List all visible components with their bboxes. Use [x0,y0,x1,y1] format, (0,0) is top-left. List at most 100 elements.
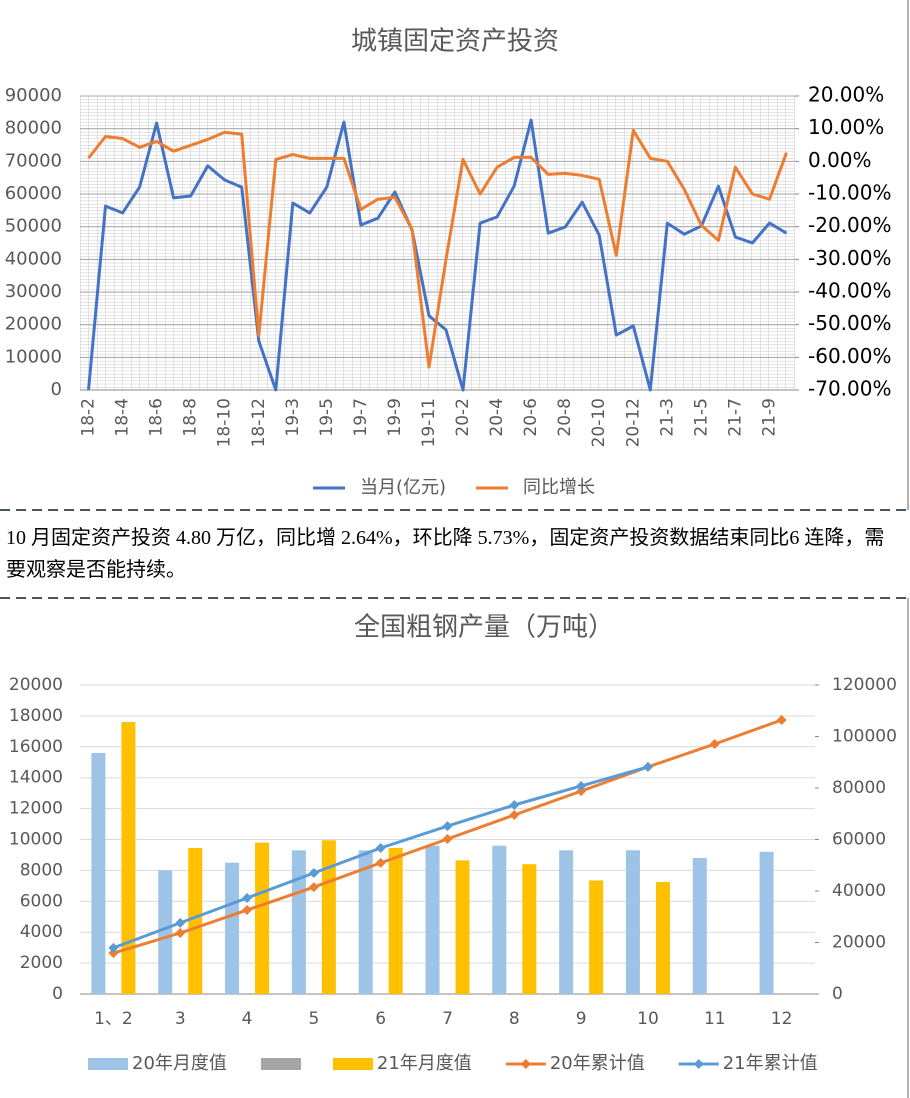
legend-marker [520,1059,531,1069]
bar [759,851,774,994]
x-tick-label: 19-5 [317,398,337,437]
bar [655,881,670,994]
y2-tick-label: -50.00% [808,311,891,335]
y-tick-label: 60000 [5,183,62,204]
paragraph: 10 月固定资产投资 4.80 万亿，同比增 2.64%，环比降 5.73%，固… [6,527,885,581]
bar [492,845,507,994]
marker [242,892,253,903]
legend-swatch [332,1058,373,1070]
marker [175,927,186,938]
marker [576,780,587,791]
legend-marker [693,1059,704,1069]
y2-tick-label: -70.00% [808,377,891,401]
y2-tick-label: 0 [832,984,843,1004]
y-tick-label: 6000 [20,891,63,911]
x-tick-label: 20-8 [555,398,575,437]
y2-tick-label: 120000 [832,675,897,695]
x-tick-label: 18-8 [181,398,201,437]
x-tick-label: 20-10 [589,398,609,447]
y2-tick-label: 40000 [832,881,886,901]
bar [388,847,403,994]
marker [576,786,587,797]
y-tick-label: 90000 [5,85,62,106]
x-tick-label: 11 [704,1009,726,1029]
bar [121,722,136,994]
legend-label: 同比增长 [523,477,595,498]
x-tick-label: 6 [375,1009,386,1029]
bar [291,850,306,994]
y-tick-label: 14000 [9,768,63,788]
legend-label: 21年累计值 [723,1053,818,1074]
marker [308,882,319,893]
legend-swatch [88,1058,128,1070]
x-tick-label: 18-6 [147,398,167,437]
line [87,118,788,392]
y-tick-label: 10000 [9,830,63,850]
x-tick-label: 18-4 [113,398,133,437]
x-tick-label: 21-7 [725,398,745,437]
bar [625,850,640,994]
marker [108,948,119,959]
y2-tick-label: 20.00% [808,83,884,107]
marker [509,810,520,821]
y2-tick-label: 0.00% [808,148,872,172]
line [87,128,788,369]
y2-tick-label: -20.00% [808,213,891,237]
marker [242,905,253,916]
marker [776,715,787,726]
y2-tick-label: -30.00% [808,246,891,270]
x-tick-label: 18-10 [215,398,235,447]
bar [225,862,240,994]
x-tick-label: 18-2 [79,398,99,437]
y-tick-label: 70000 [5,150,62,171]
x-tick-label: 21-3 [657,398,677,437]
x-tick-label: 18-12 [249,398,269,447]
x-tick-label: 9 [576,1009,587,1029]
x-tick-label: 19-3 [283,398,303,437]
x-tick-label: 19-7 [351,398,371,437]
marker [375,857,386,868]
legend-label: 20年月度值 [132,1053,227,1074]
legend-label: 20年累计值 [550,1053,645,1074]
x-tick-label: 21-5 [691,398,711,437]
x-tick-label: 5 [308,1009,319,1029]
legend-swatch [260,1058,301,1070]
bar [158,870,173,994]
chart-title: 全国粗钢产量（万吨） [354,613,614,643]
bar [91,752,106,994]
marker [442,833,453,844]
x-tick-label: 20-6 [521,398,541,437]
marker [108,942,119,953]
x-tick-label: 19-9 [385,398,405,437]
marker [642,761,653,772]
x-tick-label: 1、2 [94,1009,133,1029]
x-tick-label: 12 [771,1009,793,1029]
y-tick-label: 40000 [5,248,62,269]
marker [375,842,386,853]
marker [709,738,720,749]
y-tick-label: 30000 [5,281,62,302]
legend-label: 21年月度值 [377,1053,472,1074]
x-tick-label: 3 [175,1009,186,1029]
y-tick-label: 80000 [5,118,62,139]
bar [425,845,440,994]
bar [188,847,203,994]
y2-tick-label: 60000 [832,830,886,850]
y2-tick-label: 100000 [832,727,897,747]
y2-tick-label: 20000 [832,933,886,953]
x-tick-label: 10 [637,1009,659,1029]
legend-label: 当月(亿元) [360,477,446,498]
marker [442,821,453,832]
y-tick-label: 4000 [20,922,63,942]
y2-tick-label: -10.00% [808,181,891,205]
bar [559,850,574,994]
x-tick-label: 20-2 [453,398,473,437]
y-tick-label: 18000 [9,706,63,726]
y-tick-label: 12000 [9,799,63,819]
y2-tick-label: -60.00% [808,344,891,368]
x-tick-label: 19-11 [419,398,439,447]
y2-tick-label: 80000 [832,778,886,798]
y-tick-label: 0 [52,984,63,1004]
y-tick-label: 8000 [20,860,63,880]
